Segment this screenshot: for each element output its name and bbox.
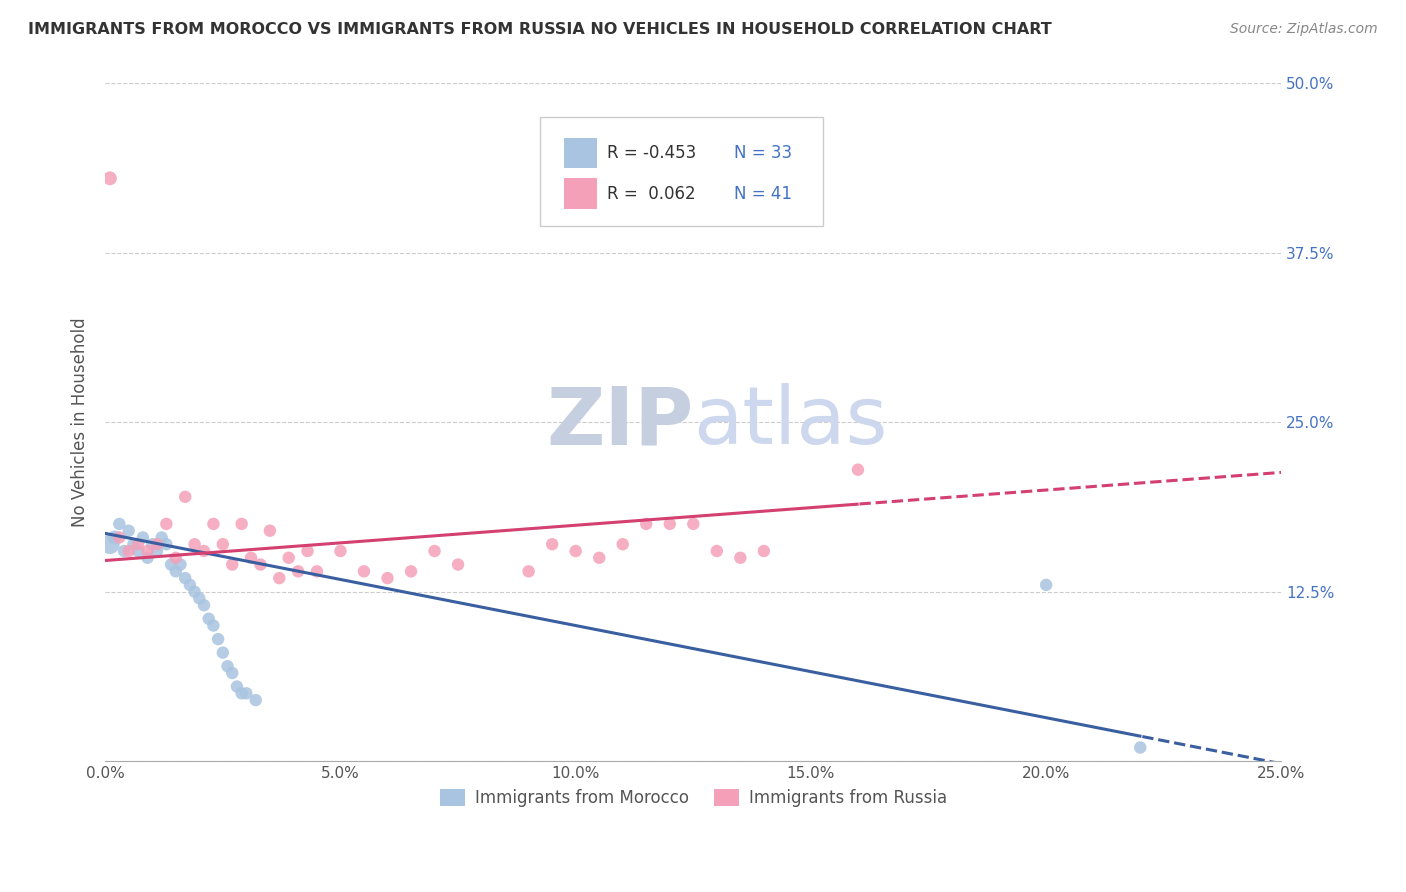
Point: [193, 544, 215, 558]
Point: [277, 550, 299, 565]
Point: [447, 558, 470, 572]
Point: [118, 544, 141, 558]
Point: [287, 565, 309, 579]
Point: [329, 544, 352, 558]
Point: [165, 565, 187, 579]
Text: R =  0.062: R = 0.062: [607, 185, 696, 202]
Point: [179, 578, 201, 592]
Point: [136, 544, 159, 558]
Point: [235, 686, 257, 700]
Point: [226, 680, 249, 694]
Point: [221, 665, 243, 680]
Point: [104, 531, 127, 545]
Point: [132, 531, 155, 545]
Point: [155, 537, 177, 551]
Point: [136, 550, 159, 565]
Point: [221, 558, 243, 572]
Point: [399, 565, 422, 579]
Point: [1129, 740, 1152, 755]
FancyBboxPatch shape: [564, 137, 598, 169]
Point: [183, 537, 205, 551]
Text: Source: ZipAtlas.com: Source: ZipAtlas.com: [1230, 22, 1378, 37]
Point: [297, 544, 319, 558]
Point: [752, 544, 775, 558]
Point: [202, 516, 225, 531]
Point: [165, 550, 187, 565]
Point: [112, 544, 135, 558]
Point: [588, 550, 610, 565]
FancyBboxPatch shape: [564, 178, 598, 209]
Point: [636, 516, 658, 531]
Point: [231, 516, 253, 531]
Y-axis label: No Vehicles in Household: No Vehicles in Household: [72, 318, 89, 527]
Point: [197, 612, 219, 626]
Point: [1035, 578, 1057, 592]
Text: IMMIGRANTS FROM MOROCCO VS IMMIGRANTS FROM RUSSIA NO VEHICLES IN HOUSEHOLD CORRE: IMMIGRANTS FROM MOROCCO VS IMMIGRANTS FR…: [28, 22, 1052, 37]
Point: [211, 537, 233, 551]
Text: N = 33: N = 33: [734, 144, 793, 161]
Point: [564, 544, 586, 558]
Point: [353, 565, 375, 579]
Point: [240, 550, 263, 565]
Point: [231, 686, 253, 700]
Point: [706, 544, 728, 558]
Point: [305, 565, 328, 579]
Point: [217, 659, 239, 673]
Point: [730, 550, 752, 565]
Point: [202, 618, 225, 632]
Point: [193, 598, 215, 612]
Text: N = 41: N = 41: [734, 185, 793, 202]
Point: [249, 558, 271, 572]
Point: [108, 516, 131, 531]
Point: [108, 531, 131, 545]
Text: atlas: atlas: [693, 384, 887, 461]
Legend: Immigrants from Morocco, Immigrants from Russia: Immigrants from Morocco, Immigrants from…: [433, 782, 953, 814]
Point: [98, 537, 121, 551]
Point: [183, 584, 205, 599]
Text: R = -0.453: R = -0.453: [607, 144, 697, 161]
Point: [612, 537, 634, 551]
Point: [245, 693, 267, 707]
Point: [146, 544, 169, 558]
Point: [658, 516, 681, 531]
Point: [682, 516, 704, 531]
Point: [259, 524, 281, 538]
Point: [207, 632, 229, 646]
Point: [517, 565, 540, 579]
Point: [269, 571, 291, 585]
Point: [541, 537, 564, 551]
Point: [846, 463, 869, 477]
Point: [141, 537, 163, 551]
Point: [127, 537, 149, 551]
Point: [169, 558, 191, 572]
Point: [160, 558, 183, 572]
Text: ZIP: ZIP: [546, 384, 693, 461]
Point: [155, 516, 177, 531]
Point: [150, 531, 173, 545]
Point: [98, 171, 121, 186]
Point: [423, 544, 446, 558]
FancyBboxPatch shape: [540, 118, 823, 226]
Point: [122, 537, 145, 551]
Point: [174, 490, 197, 504]
Point: [146, 537, 169, 551]
Point: [174, 571, 197, 585]
Point: [188, 591, 211, 606]
Point: [377, 571, 399, 585]
Point: [127, 544, 149, 558]
Point: [118, 524, 141, 538]
Point: [211, 646, 233, 660]
